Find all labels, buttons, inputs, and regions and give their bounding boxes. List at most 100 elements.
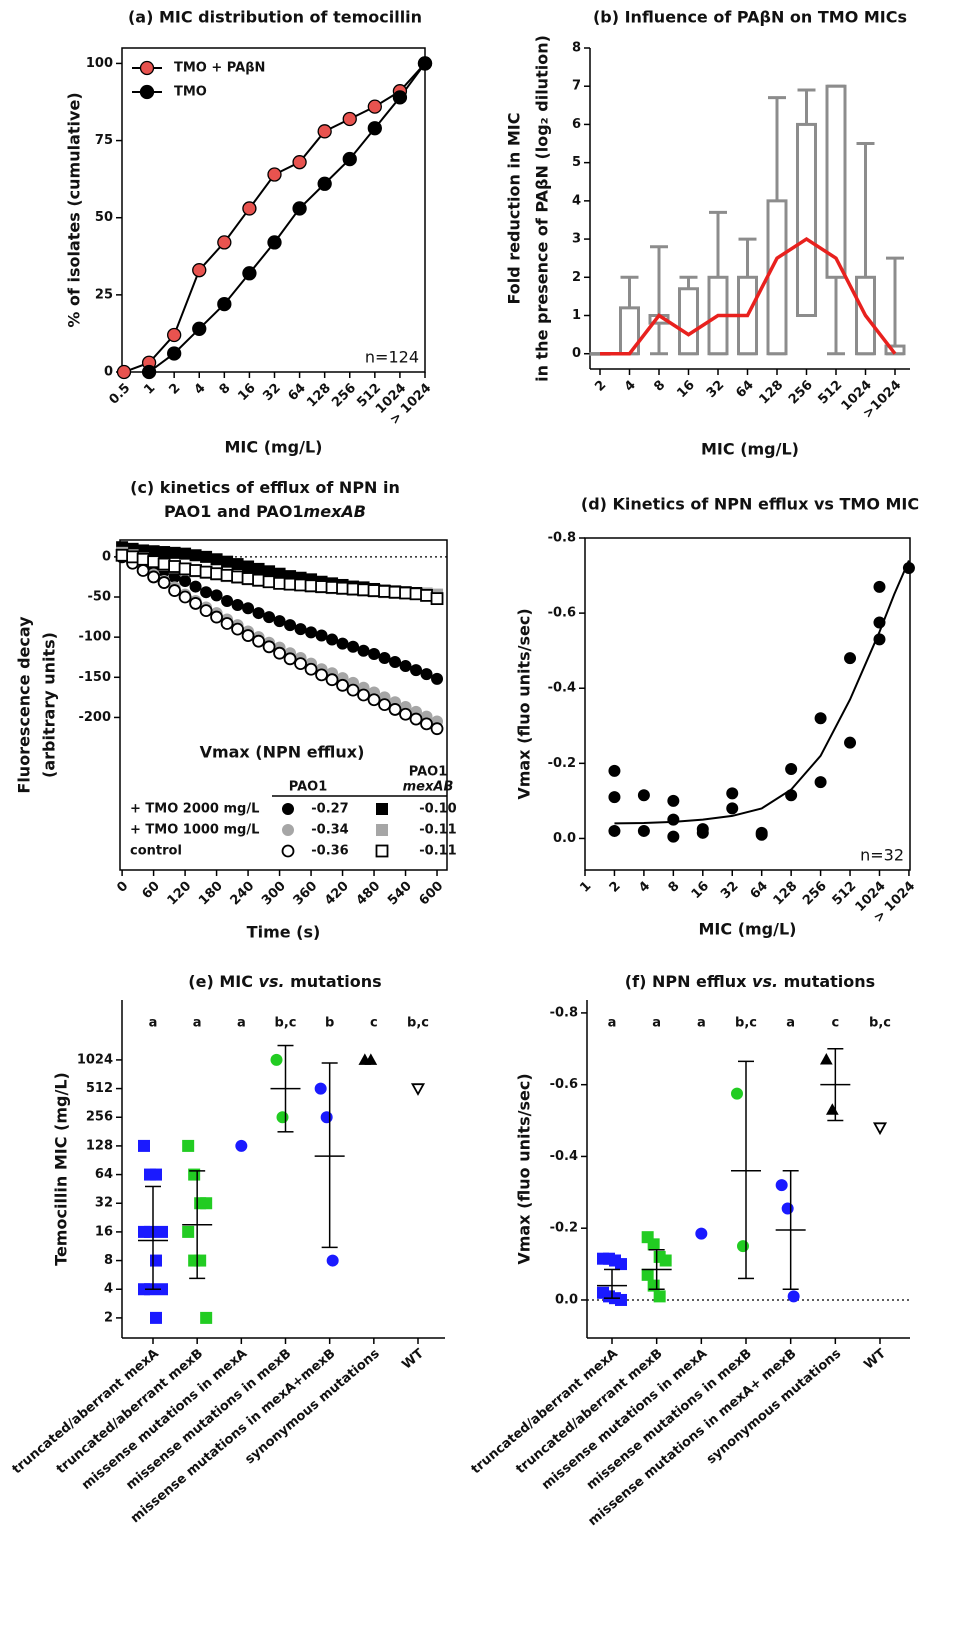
point — [781, 1202, 794, 1215]
point — [814, 776, 827, 789]
table-cell: -0.36 — [311, 844, 348, 859]
chart-title: (f) NPN efflux vs. mutations — [625, 972, 875, 991]
y-tick-label: 64 — [95, 1167, 113, 1182]
y-tick-label: 0.0 — [555, 1292, 578, 1307]
title-part: mexAB — [304, 502, 366, 521]
legend-label: TMO — [174, 85, 207, 100]
table-symbol — [376, 824, 388, 836]
point — [294, 578, 307, 592]
x-tick-label: 128 — [771, 879, 801, 909]
box — [825, 84, 847, 279]
table-cell: -0.27 — [311, 802, 348, 817]
point — [217, 296, 232, 312]
y-tick-label: -150 — [78, 670, 111, 685]
point — [242, 201, 257, 216]
point — [221, 595, 234, 608]
group-letter: c — [370, 1016, 378, 1031]
point — [231, 599, 244, 612]
annotation: n=32 — [860, 846, 904, 865]
plot-frame — [119, 539, 448, 871]
table-row-label: control — [130, 844, 182, 859]
y-tick-label: -0.4 — [550, 1149, 578, 1164]
point — [252, 562, 265, 575]
point — [378, 652, 391, 665]
point — [653, 1290, 666, 1303]
chart-title: (c) kinetics of efflux of NPN in — [130, 478, 400, 497]
x-tick-label: 0 — [114, 879, 131, 896]
point — [647, 1238, 660, 1251]
point — [242, 266, 257, 281]
point — [168, 584, 181, 597]
x-tick-label: 60 — [139, 879, 162, 902]
y-tick-label: -0.4 — [548, 681, 576, 696]
chart-title: (d) Kinetics of NPN efflux vs TMO MIC — [581, 495, 919, 514]
title-part: (e) MIC — [188, 972, 258, 991]
group-letter: b,c — [275, 1016, 297, 1031]
chart-title: (b) Influence of PAβN on TMO MICs — [593, 8, 907, 27]
group-letter: a — [149, 1016, 158, 1031]
table-cell: -0.34 — [311, 823, 348, 838]
chart-title: (e) MIC vs. mutations — [188, 972, 381, 991]
y-tick-label: 6 — [572, 117, 581, 132]
x-tick-label: missense mutations in mexA — [79, 1346, 250, 1493]
y-tick-label: -0.8 — [548, 531, 576, 546]
x-tick-label: 240 — [228, 879, 258, 909]
legend-marker — [139, 84, 155, 100]
x-tick-label: 120 — [165, 879, 195, 909]
point — [775, 1179, 788, 1192]
y-tick-label: 25 — [95, 287, 113, 302]
point — [189, 580, 202, 593]
point — [608, 764, 621, 777]
point — [726, 787, 739, 800]
point — [147, 555, 160, 569]
x-tick-label: missense mutations in mexA+mexB — [128, 1346, 338, 1526]
point — [252, 573, 265, 587]
point — [178, 562, 192, 576]
point — [320, 1111, 333, 1124]
point — [179, 574, 192, 587]
x-tick-label: 8 — [666, 879, 683, 896]
y-axis-label: Vmax (fluo units/sec) — [515, 608, 534, 799]
table-row-label: + TMO 2000 mg/L — [130, 802, 259, 817]
group-letter: b,c — [407, 1016, 429, 1031]
table-cell: -0.11 — [419, 844, 456, 859]
point — [873, 580, 886, 593]
point — [367, 121, 382, 136]
title-part: (f) NPN efflux — [625, 972, 752, 991]
point — [819, 1053, 833, 1065]
x-tick-label: 360 — [291, 879, 321, 909]
y-axis-label: in the presence of PAβN (log₂ dilution) — [533, 35, 552, 382]
point — [263, 565, 276, 578]
point — [825, 1103, 839, 1115]
y-tick-label: 32 — [95, 1196, 113, 1211]
x-tick-label: 4 — [636, 879, 653, 896]
point — [147, 545, 160, 558]
point — [326, 1254, 339, 1267]
point — [241, 629, 255, 642]
x-axis-label: MIC (mg/L) — [701, 440, 799, 459]
point — [637, 824, 650, 837]
group-letter: a — [608, 1016, 617, 1031]
point — [242, 560, 255, 573]
point — [388, 703, 402, 716]
point — [336, 678, 349, 692]
y-tick-label: -200 — [78, 710, 111, 725]
point — [292, 155, 307, 170]
point — [231, 558, 244, 571]
table-row-label: + TMO 1000 mg/L — [130, 823, 259, 838]
point — [731, 1087, 743, 1100]
y-tick-label: 0 — [572, 346, 581, 361]
point — [262, 640, 276, 654]
point — [364, 1053, 378, 1065]
point — [667, 794, 680, 807]
x-tick-label: missense mutations in mexB — [584, 1346, 755, 1493]
y-tick-label: 4 — [104, 1282, 113, 1297]
point — [150, 1168, 162, 1181]
table-column: mexAB — [403, 780, 454, 795]
point — [158, 546, 171, 559]
x-tick-label: 480 — [354, 879, 384, 909]
point — [608, 791, 621, 804]
y-tick-label: 8 — [572, 41, 581, 56]
point — [157, 576, 171, 589]
x-tick-label: WT — [861, 1346, 889, 1372]
